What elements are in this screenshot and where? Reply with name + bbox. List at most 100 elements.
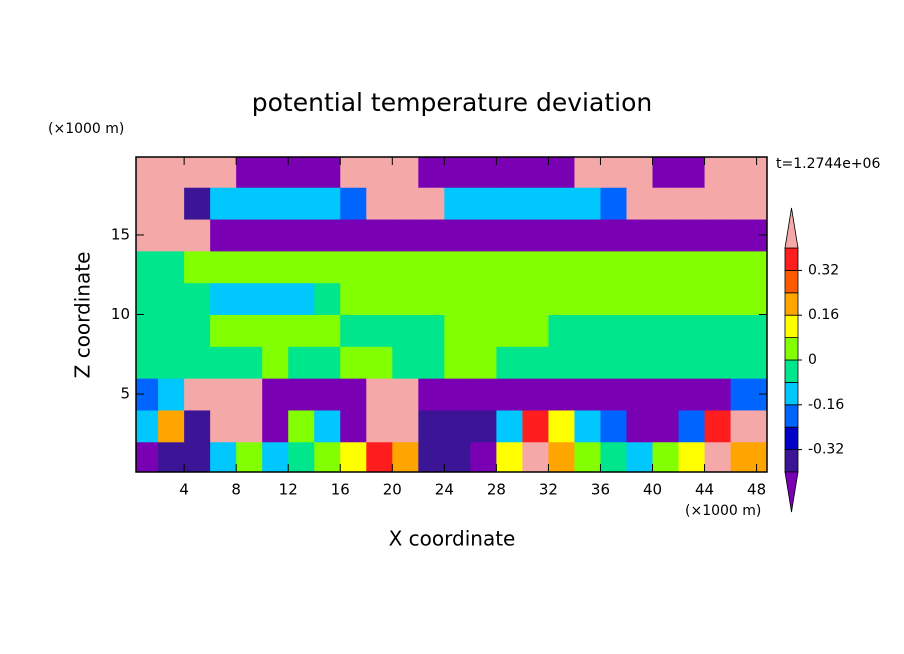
contour-cell (136, 441, 159, 472)
contour-cell (574, 187, 601, 220)
contour-cell (548, 187, 575, 220)
contour-cell (314, 346, 341, 379)
contour-cell (158, 157, 185, 188)
contour-cell (652, 314, 680, 347)
colorbar-box (784, 449, 799, 473)
contour-cell (418, 157, 445, 188)
contour-cell (340, 157, 367, 188)
contour-cell (704, 314, 732, 347)
y-tick-label: 10 (111, 305, 130, 323)
contour-cell (340, 219, 367, 252)
contour-cell (314, 378, 341, 411)
y-unit: (×1000 m) (48, 121, 124, 137)
contour-cell (236, 314, 263, 347)
colorbar-label: -0.32 (808, 442, 844, 458)
contour-cell (288, 282, 315, 315)
contour-cell (158, 441, 185, 472)
contour-cell (288, 250, 315, 284)
contour-cell (444, 409, 471, 443)
contour-cell (470, 441, 497, 472)
contour-cell (574, 378, 601, 411)
contour-cell (548, 157, 575, 188)
contour-cell (652, 409, 680, 443)
contour-cell (470, 282, 497, 315)
contour-cell (210, 157, 237, 188)
contour-field (136, 157, 767, 472)
contour-cell (366, 250, 393, 284)
contour-cell (184, 157, 211, 188)
x-tick-label: 32 (539, 481, 558, 499)
contour-cell (730, 187, 758, 220)
contour-cell (136, 157, 159, 188)
contour-cell (704, 187, 732, 220)
colorbar-box (784, 337, 799, 361)
contour-cell (158, 187, 185, 220)
contour-cell (652, 219, 680, 252)
contour-cell (340, 441, 367, 472)
x-tick-label: 12 (279, 481, 298, 499)
colorbar-box (784, 426, 799, 451)
contour-cell (756, 187, 767, 220)
contour-cell (136, 409, 159, 443)
contour-cell (600, 282, 627, 315)
contour-cell (548, 346, 575, 379)
contour-cell (184, 409, 211, 443)
contour-cell (678, 282, 706, 315)
contour-cell (626, 346, 654, 379)
contour-cell (522, 314, 549, 347)
contour-cell (262, 346, 289, 379)
contour-cell (210, 282, 237, 315)
contour-cell (444, 157, 471, 188)
contour-cell (652, 378, 680, 411)
contour-cell (158, 282, 185, 315)
contour-cell (678, 441, 706, 472)
contour-cell (522, 219, 549, 252)
colorbar-box (784, 247, 799, 271)
contour-cell (470, 314, 497, 347)
contour-cell (756, 314, 767, 347)
contour-cell (366, 409, 393, 443)
contour-cell (548, 219, 575, 252)
contour-cell (418, 314, 445, 347)
contour-cell (704, 282, 732, 315)
colorbar-box (784, 404, 799, 428)
contour-cell (184, 282, 211, 315)
chart-title: potential temperature deviation (252, 88, 652, 117)
contour-cell (184, 378, 211, 411)
contour-cell (470, 219, 497, 252)
contour-cell (652, 187, 680, 220)
contour-cell (418, 219, 445, 252)
contour-cell (548, 314, 575, 347)
contour-cell (418, 250, 445, 284)
time-label: t=1.2744e+06 (776, 156, 880, 172)
contour-cell (652, 441, 680, 472)
contour-cell (444, 250, 471, 284)
contour-cell (496, 250, 523, 284)
contour-cell (730, 314, 758, 347)
contour-cell (236, 250, 263, 284)
contour-cell (574, 282, 601, 315)
contour-cell (210, 346, 237, 379)
contour-cell (652, 250, 680, 284)
contour-cell (262, 157, 289, 188)
contour-cell (548, 441, 575, 472)
contour-cell (600, 157, 627, 188)
contour-cell (444, 219, 471, 252)
contour-cell (210, 441, 237, 472)
contour-cell (444, 346, 471, 379)
contour-cell (340, 187, 367, 220)
contour-cell (136, 346, 159, 379)
contour-cell (496, 157, 523, 188)
contour-cell (678, 378, 706, 411)
contour-cell (600, 250, 627, 284)
contour-cell (756, 409, 767, 443)
contour-cell (262, 250, 289, 284)
contour-cell (600, 219, 627, 252)
contour-cell (522, 250, 549, 284)
contour-cell (366, 187, 393, 220)
contour-cell (704, 378, 732, 411)
contour-cell (184, 187, 211, 220)
colorbar-label: 0 (808, 352, 817, 368)
x-unit: (×1000 m) (685, 503, 761, 519)
